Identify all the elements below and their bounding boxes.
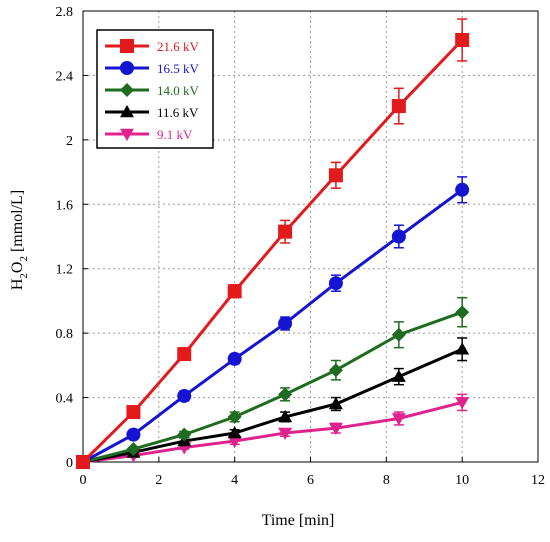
data-point [455, 305, 470, 320]
legend-marker [120, 39, 134, 53]
series-14-0-kv [76, 296, 470, 469]
series-16-5-kv [76, 176, 470, 469]
data-point [227, 351, 242, 366]
data-point [391, 413, 406, 426]
data-point [278, 409, 293, 423]
y-tick-label: 0.8 [56, 327, 74, 342]
data-point [227, 284, 242, 299]
series-line [82, 188, 464, 464]
legend-marker [120, 128, 134, 141]
legend-label: 14.0 kV [157, 83, 200, 98]
data-point [278, 387, 293, 402]
data-point [455, 182, 470, 197]
legend-label: 16.5 kV [157, 61, 200, 76]
series-line [81, 38, 464, 464]
data-point [177, 427, 192, 442]
data-point [328, 363, 343, 378]
y-label-sub1: 2 [18, 273, 30, 279]
data-point [455, 342, 470, 355]
legend-item: 9.1 kV [105, 127, 193, 142]
legend-item: 21.6 kV [105, 39, 200, 54]
data-point [126, 427, 141, 442]
data-point [227, 409, 242, 424]
axis-ticks: 0 2 4 6 8 10 12 0 0.4 0.8 1.2 1.6 2 2.4 2.8 [56, 5, 546, 488]
legend: 21.6 kV 16.5 kV 14.0 kV 11.6 kV 9.1 kV [96, 29, 214, 149]
data-point [455, 32, 470, 47]
legend-item: 16.5 kV [105, 61, 200, 76]
y-tick-label: 2 [66, 134, 73, 149]
series-21-6-kv [76, 18, 470, 469]
y-axis-label: H2O2 [mmol/L] [9, 190, 30, 290]
x-tick-label: 0 [80, 473, 87, 488]
legend-item: 11.6 kV [105, 105, 199, 120]
y-label-sub2: 2 [18, 256, 30, 262]
data-point [278, 316, 293, 331]
data-point [391, 327, 406, 342]
data-point [391, 229, 406, 244]
x-tick-label: 8 [383, 473, 390, 488]
x-tick-label: 6 [307, 473, 314, 488]
y-tick-label: 0.4 [56, 392, 74, 407]
data-point [328, 168, 343, 183]
data-point [126, 442, 141, 457]
y-tick-label: 0 [66, 456, 73, 471]
y-label-unit: [mmol/L] [9, 190, 26, 256]
legend-label: 21.6 kV [157, 39, 200, 54]
legend-marker [120, 61, 134, 75]
series-line [82, 400, 463, 464]
data-point [227, 435, 242, 449]
data-point [126, 405, 141, 420]
y-tick-label: 2.4 [56, 69, 74, 84]
data-point [278, 224, 293, 239]
x-tick-label: 10 [455, 473, 469, 488]
data-point [328, 397, 343, 410]
data-point [391, 369, 406, 382]
series-line [82, 310, 463, 464]
x-tick-label: 12 [531, 473, 545, 488]
data-point [328, 276, 343, 291]
series-line [82, 347, 463, 464]
y-label-h: H [9, 278, 26, 290]
data-point [177, 347, 192, 362]
legend-label: 9.1 kV [157, 127, 193, 142]
data-series [76, 18, 470, 469]
data-point [76, 455, 90, 469]
y-tick-label: 1.6 [56, 198, 74, 213]
data-point [391, 99, 406, 114]
x-axis-label: Time [min] [262, 512, 335, 529]
x-tick-label: 4 [231, 473, 238, 488]
data-point [278, 427, 293, 441]
data-point [227, 426, 242, 439]
y-tick-label: 2.8 [56, 5, 74, 20]
legend-label: 11.6 kV [157, 105, 199, 120]
y-tick-label: 1.2 [56, 263, 74, 278]
legend-item: 14.0 kV [105, 83, 200, 98]
legend-marker [120, 83, 134, 97]
data-point [328, 422, 343, 436]
x-tick-label: 2 [155, 473, 162, 488]
legend-marker [120, 105, 134, 118]
data-point [177, 388, 192, 403]
y-label-o: O [9, 262, 26, 274]
data-point [455, 397, 470, 410]
